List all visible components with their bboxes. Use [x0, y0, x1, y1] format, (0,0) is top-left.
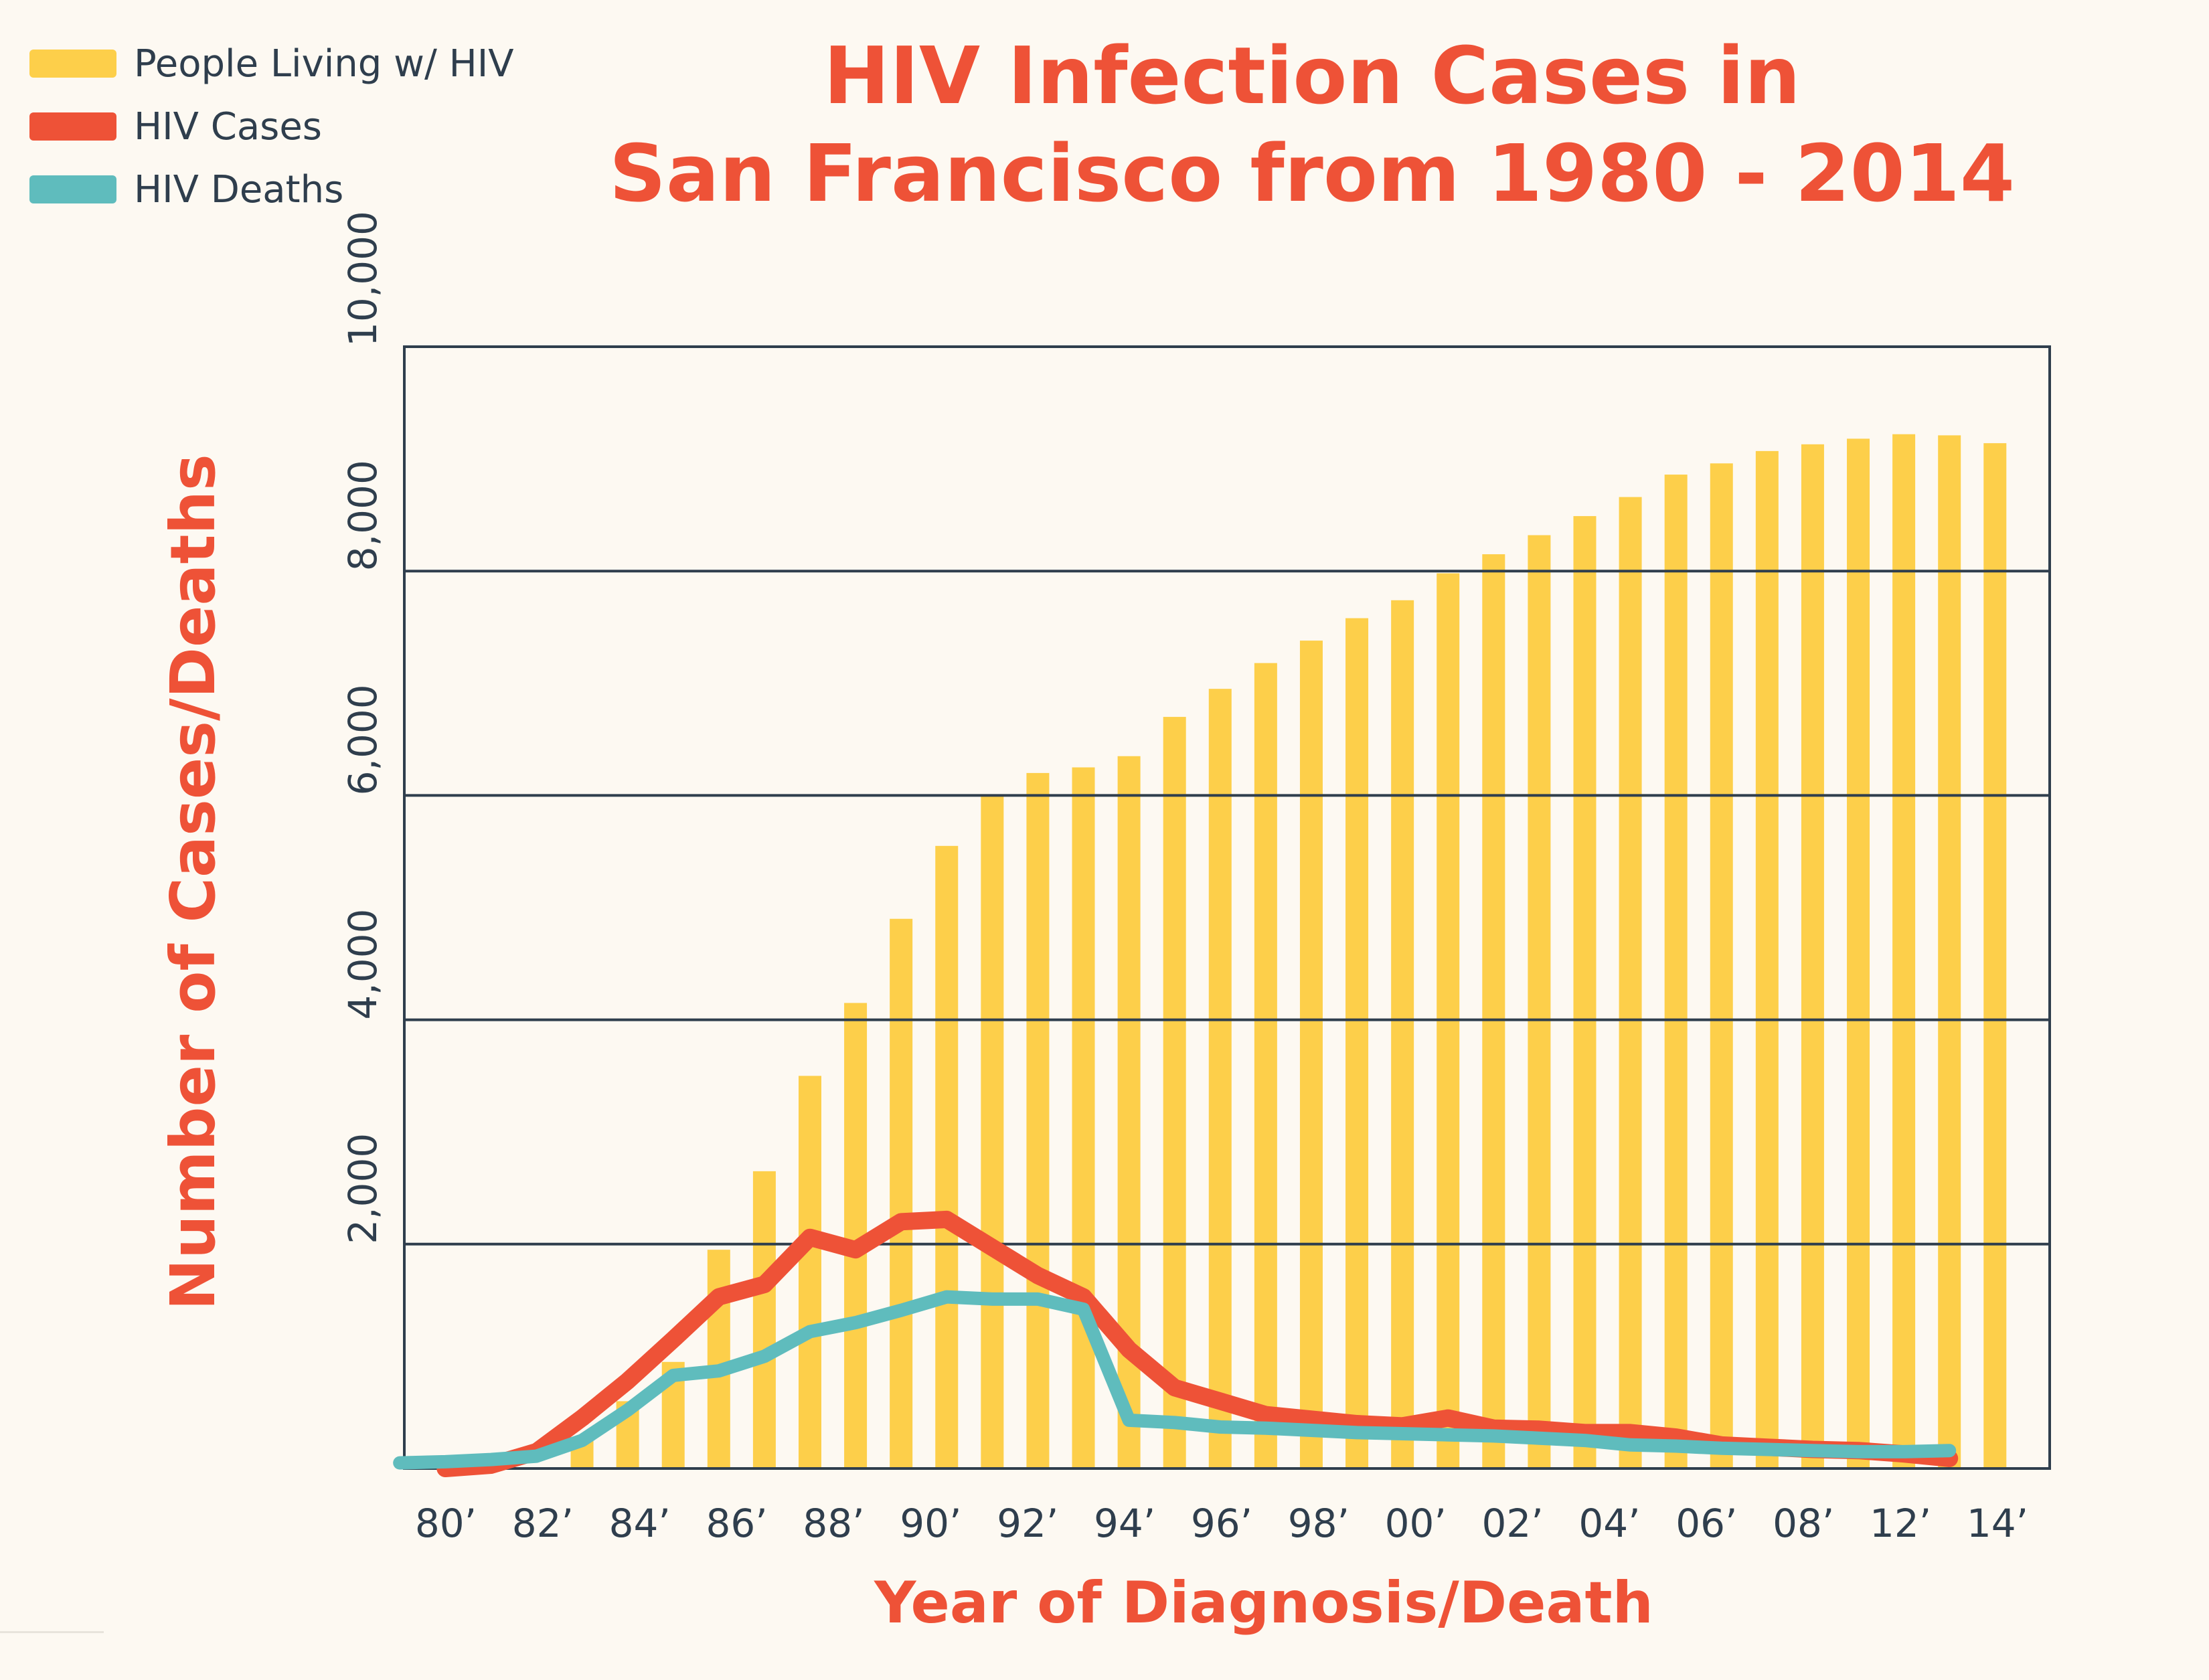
legend-item-people-living: People Living w/ HIV [29, 32, 514, 95]
bar-people-living-2005 [1573, 516, 1597, 1469]
y-tick-label: 4,000 [340, 909, 386, 1020]
bar-people-living-2003 [1482, 554, 1505, 1468]
x-tick-label: 92’ [997, 1501, 1058, 1546]
legend-item-hiv-deaths: HIV Deaths [29, 158, 514, 221]
bar-people-living-2006 [1619, 497, 1642, 1468]
bar-people-living-1986 [707, 1250, 730, 1468]
x-tick-label: 02’ [1482, 1501, 1544, 1546]
bar-people-living-2010 [1801, 444, 1824, 1468]
chart-title-line-2: San Francisco from 1980 - 2014 [609, 127, 2015, 220]
x-tick-label: 82’ [512, 1501, 574, 1546]
legend-label-hiv-cases: HIV Cases [134, 104, 322, 149]
bar-people-living-2011 [1847, 438, 1870, 1468]
plot-frame [403, 345, 2051, 1470]
bar-people-living-2014 [1983, 443, 2007, 1468]
bar-people-living-2009 [1755, 450, 1779, 1469]
bar-people-living-2001 [1391, 600, 1414, 1468]
bar-people-living-1987 [752, 1171, 776, 1468]
y-axis-title: Number of Cases/Deaths [157, 454, 229, 1310]
bar-people-living-1988 [798, 1076, 821, 1468]
bar-people-living-1998 [1254, 663, 1277, 1468]
legend-swatch-hiv-cases [29, 112, 116, 141]
bar-people-living-2007 [1664, 475, 1688, 1469]
x-tick-label: 88’ [803, 1501, 864, 1546]
x-tick-label: 00’ [1385, 1501, 1447, 1546]
legend: People Living w/ HIV HIV Cases HIV Death… [29, 32, 514, 221]
x-tick-label: 08’ [1773, 1501, 1834, 1546]
line-hiv-deaths [393, 1290, 1957, 1470]
chart-title-line-1: HIV Infection Cases in [823, 29, 1801, 122]
x-tick-label: 80’ [415, 1501, 477, 1546]
divider [0, 1631, 104, 1633]
bar-people-living-1996 [1163, 717, 1186, 1468]
bar-people-living-2013 [1938, 435, 1961, 1468]
bar-people-living-1997 [1208, 689, 1232, 1468]
x-tick-label: 12’ [1870, 1501, 1931, 1546]
x-tick-label: 14’ [1967, 1501, 2028, 1546]
x-tick-label: 86’ [706, 1501, 768, 1546]
bar-people-living-1991 [935, 845, 959, 1468]
bar-people-living-1992 [981, 795, 1004, 1468]
y-tick-label: 10,000 [340, 211, 386, 347]
y-tick-label: 2,000 [340, 1133, 386, 1244]
legend-label-hiv-deaths: HIV Deaths [134, 167, 344, 212]
legend-label-people-living: People Living w/ HIV [134, 41, 514, 86]
x-axis-title: Year of Diagnosis/Death [874, 1570, 1653, 1636]
x-tick-label: 06’ [1675, 1501, 1737, 1546]
bar-people-living-1990 [890, 918, 913, 1468]
y-tick-label: 8,000 [340, 460, 386, 571]
legend-swatch-people-living [29, 50, 116, 78]
bar-people-living-1999 [1299, 641, 1323, 1468]
x-tick-label: 90’ [900, 1501, 961, 1546]
legend-swatch-hiv-deaths [29, 175, 116, 203]
x-tick-label: 96’ [1191, 1501, 1252, 1546]
y-tick-label: 6,000 [340, 684, 386, 795]
legend-item-hiv-cases: HIV Cases [29, 95, 514, 158]
bar-people-living-2000 [1345, 618, 1369, 1468]
bar-people-living-2012 [1892, 434, 1916, 1468]
bar-people-living-2004 [1528, 535, 1551, 1468]
bar-people-living-1993 [1026, 772, 1050, 1468]
bar-people-living-2008 [1710, 463, 1733, 1469]
x-tick-label: 98’ [1288, 1501, 1349, 1546]
x-tick-label: 94’ [1094, 1501, 1155, 1546]
x-tick-label: 84’ [609, 1501, 671, 1546]
bar-people-living-1994 [1072, 767, 1095, 1468]
chart-title: HIV Infection Cases in San Francisco fro… [576, 27, 2048, 222]
x-tick-label: 04’ [1578, 1501, 1640, 1546]
